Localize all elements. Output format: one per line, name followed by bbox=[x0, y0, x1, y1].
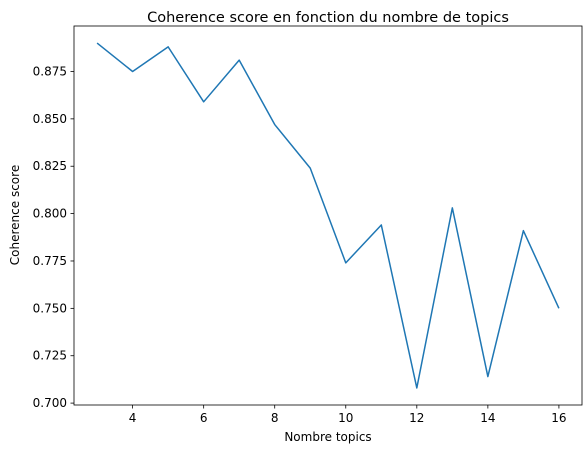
y-tick-label: 0.775 bbox=[33, 254, 67, 268]
x-tick-label: 6 bbox=[200, 411, 208, 425]
y-tick-label: 0.800 bbox=[33, 207, 67, 221]
y-tick-label: 0.750 bbox=[33, 301, 67, 315]
plot-frame bbox=[73, 25, 583, 406]
y-tick-label: 0.700 bbox=[33, 396, 67, 410]
x-tick-label: 4 bbox=[129, 411, 137, 425]
x-tick-label: 14 bbox=[480, 411, 495, 425]
y-tick-label: 0.875 bbox=[33, 64, 67, 78]
y-tick-label: 0.825 bbox=[33, 159, 67, 173]
coherence-series-line bbox=[96, 42, 560, 389]
y-axis-label: Coherence score bbox=[8, 165, 22, 265]
y-tick-label: 0.725 bbox=[33, 349, 67, 363]
chart-title: Coherence score en fonction du nombre de… bbox=[147, 10, 509, 26]
x-axis: 4 6 8 10 12 14 16 bbox=[129, 405, 567, 425]
x-axis-label: Nombre topics bbox=[284, 430, 371, 444]
x-tick-label: 12 bbox=[409, 411, 424, 425]
x-tick-label: 10 bbox=[338, 411, 353, 425]
y-tick-label: 0.850 bbox=[33, 112, 67, 126]
y-axis: 0.700 0.725 0.750 0.775 0.800 0.825 0.850 0.875 bbox=[33, 64, 74, 410]
x-tick-label: 16 bbox=[551, 411, 566, 425]
x-tick-label: 8 bbox=[271, 411, 279, 425]
